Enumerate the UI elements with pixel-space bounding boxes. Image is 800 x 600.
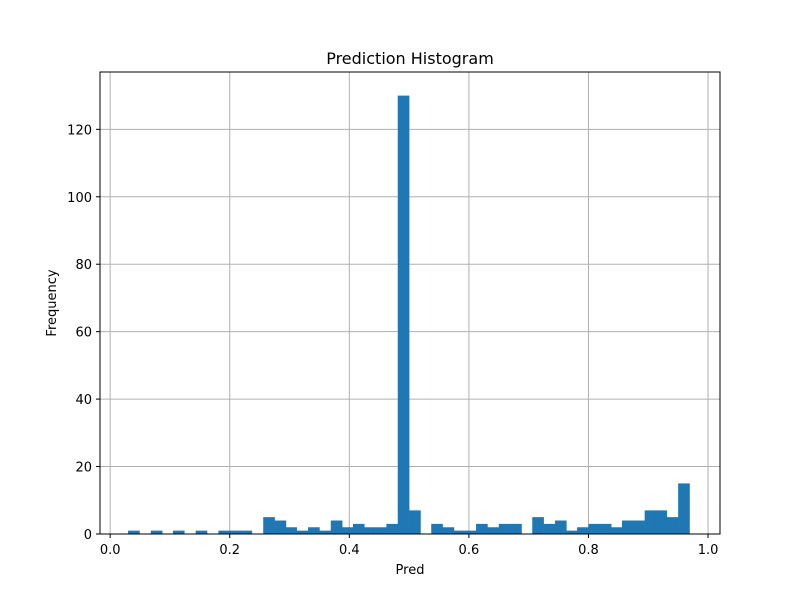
- histogram-bar: [554, 520, 567, 534]
- histogram-bar: [341, 527, 354, 534]
- histogram-bar: [375, 527, 388, 534]
- x-tick-label: 0.8: [578, 543, 599, 558]
- x-tick-label: 1.0: [698, 543, 719, 558]
- histogram-bar: [352, 523, 365, 534]
- histogram-bar: [565, 530, 578, 534]
- histogram-bar: [431, 523, 443, 534]
- histogram-bar: [543, 523, 556, 534]
- histogram-bar: [308, 527, 320, 534]
- y-axis-label: Frequency: [45, 269, 60, 336]
- histogram-bar: [409, 510, 421, 534]
- x-tick-label: 0.2: [219, 543, 240, 558]
- histogram-bar: [621, 520, 634, 534]
- x-tick-label: 0.4: [339, 543, 360, 558]
- histogram-bar: [319, 530, 332, 534]
- histogram-bar: [364, 527, 376, 534]
- x-tick-label: 0.0: [100, 543, 121, 558]
- histogram-bar: [588, 523, 601, 534]
- histogram-bar: [274, 520, 287, 534]
- histogram-bar: [644, 510, 657, 534]
- y-tick-label: 40: [75, 393, 92, 408]
- y-tick-label: 120: [67, 123, 92, 138]
- histogram-bar: [195, 530, 208, 534]
- histogram-bar: [386, 523, 399, 534]
- histogram-bar: [678, 483, 690, 534]
- y-tick-label: 80: [75, 258, 92, 273]
- grid-layer: [100, 72, 720, 535]
- histogram-bar: [498, 523, 511, 534]
- histogram-bar: [330, 520, 343, 534]
- histogram-bar: [150, 530, 163, 534]
- histogram-bar: [510, 523, 522, 534]
- histogram-bar: [610, 527, 623, 534]
- histogram-bar: [397, 95, 410, 535]
- histogram-bar: [172, 530, 185, 534]
- x-axis-label: Pred: [396, 563, 425, 578]
- histogram-bar: [487, 527, 500, 534]
- histogram-bar: [240, 530, 253, 534]
- histogram-bar: [633, 520, 645, 534]
- histogram-bar: [599, 523, 612, 534]
- histogram-bar: [285, 527, 297, 534]
- chart-title: Prediction Histogram: [326, 49, 494, 68]
- histogram-bar: [128, 530, 140, 534]
- histogram-bar: [577, 527, 589, 534]
- histogram-bar: [666, 517, 679, 534]
- histogram-bar: [296, 530, 309, 534]
- histogram-bar: [465, 530, 477, 534]
- y-tick-label: 0: [84, 528, 92, 543]
- histogram-bar: [532, 517, 544, 534]
- ticks-layer: 0.0 0.2 0.4 0.6 0.8 1.0 0 20 40 60 80 100 120: [67, 123, 718, 558]
- histogram-bar: [218, 530, 231, 534]
- x-tick-label: 0.6: [459, 543, 480, 558]
- histogram-bar: [453, 530, 466, 534]
- histogram-bar: [263, 517, 275, 534]
- bars-layer: [128, 95, 690, 535]
- histogram-bar: [442, 527, 455, 534]
- y-tick-label: 20: [75, 461, 92, 476]
- y-tick-label: 100: [67, 191, 92, 206]
- histogram-bar: [655, 510, 668, 534]
- histogram-bar: [229, 530, 242, 534]
- y-tick-label: 60: [75, 326, 92, 341]
- histogram-bar: [476, 523, 488, 534]
- plot-frame: [99, 71, 721, 535]
